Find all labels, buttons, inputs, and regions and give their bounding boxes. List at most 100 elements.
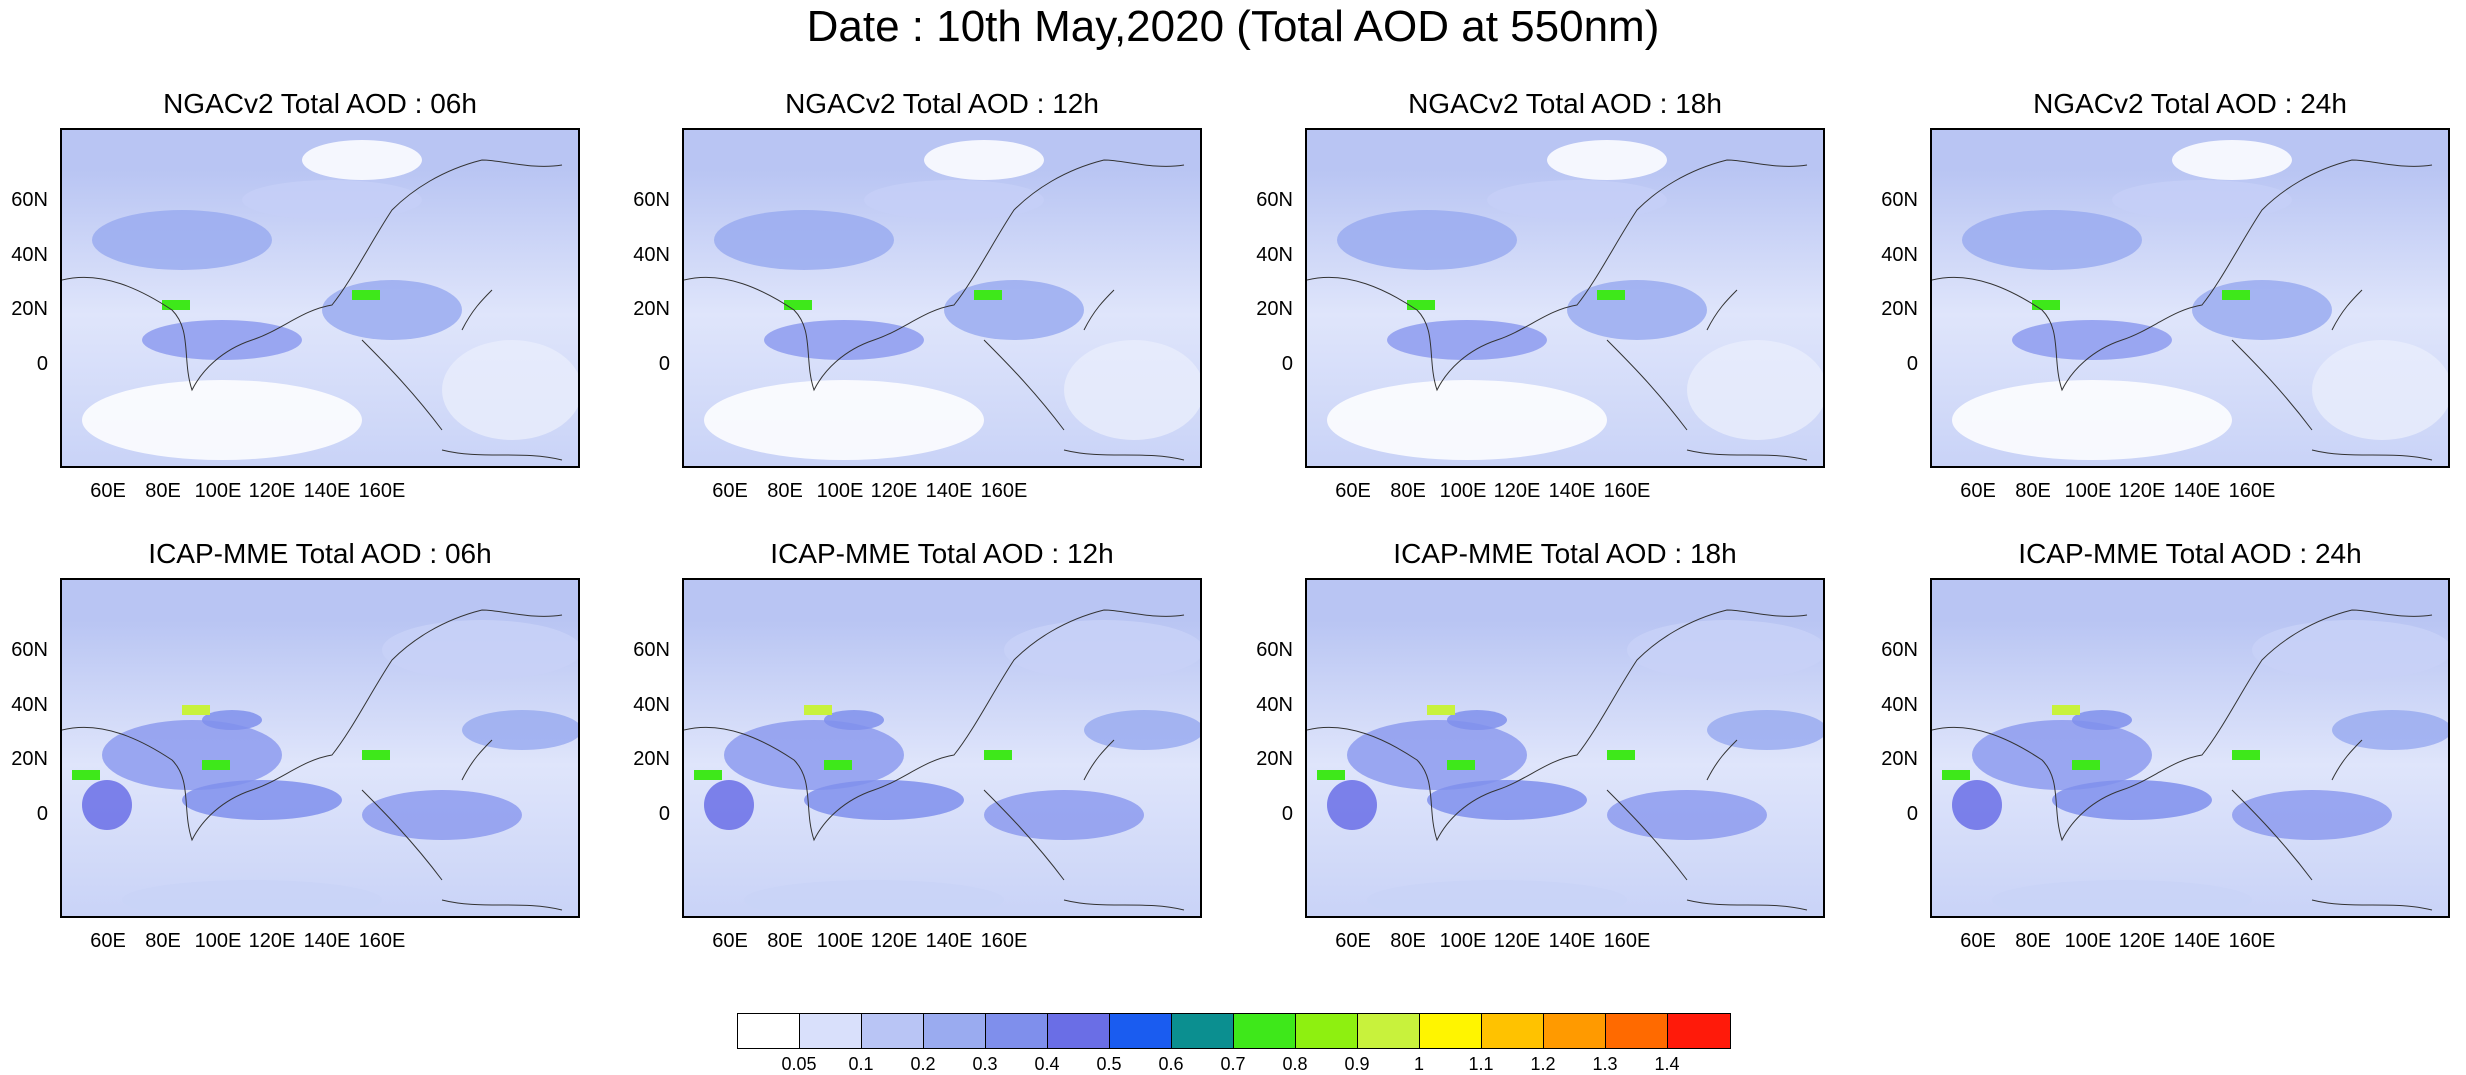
- lat-tick-label: 60N: [1881, 639, 1918, 661]
- aod-region: [442, 340, 578, 440]
- aod-region: [1004, 620, 1200, 680]
- colorbar-swatch: [1048, 1014, 1110, 1048]
- lat-tick-label: 40N: [11, 244, 48, 266]
- colorbar-label: 0.7: [1220, 1054, 1246, 1074]
- colorbar-swatch: [738, 1014, 800, 1048]
- lon-tick-label: 140E: [925, 930, 973, 952]
- coastline: [1932, 159, 2433, 461]
- aod-hotspot: [202, 760, 230, 770]
- lon-tick-label: 80E: [2015, 480, 2051, 502]
- lon-tick-label: 120E: [1493, 930, 1541, 952]
- colorbar-label: 0.5: [1096, 1054, 1122, 1074]
- colorbar-label: 0.05: [781, 1054, 817, 1074]
- lon-tick-label: 60E: [712, 930, 748, 952]
- map-panel: ICAP-MME Total AOD : 24h 60N 40N 20N 0 60E 80E…: [1870, 538, 2450, 1008]
- colorbar-label: 0.6: [1158, 1054, 1184, 1074]
- lon-tick-label: 140E: [2173, 930, 2221, 952]
- map-panel: NGACv2 Total AOD : 24h 60N 40N 20N 0 60E 80E 10…: [1870, 88, 2450, 558]
- aod-region: [1337, 210, 1517, 270]
- lon-tick-label: 60E: [90, 930, 126, 952]
- panel-title: NGACv2 Total AOD : 24h: [2033, 88, 2347, 119]
- colorbar-swatch: [1420, 1014, 1482, 1048]
- lat-tick-label: 60N: [11, 189, 48, 211]
- colorbar-swatch: [1544, 1014, 1606, 1048]
- map-panel: ICAP-MME Total AOD : 18h 60N 40N 20N 0 60E 80E…: [1245, 538, 1825, 1008]
- lon-tick-label: 120E: [248, 930, 296, 952]
- map-panel: NGACv2 Total AOD : 12h 60N 40N 20N 0 60E 80E 10…: [622, 88, 1202, 558]
- aod-region: [2072, 710, 2132, 730]
- colorbar-label: 1.4: [1654, 1054, 1680, 1074]
- aod-hotspot: [182, 705, 210, 715]
- lat-tick-label: 40N: [1256, 694, 1293, 716]
- main-title: Date : 10th May,2020 (Total AOD at 550nm…: [806, 2, 1660, 51]
- lat-tick-label: 40N: [1881, 694, 1918, 716]
- aod-region: [1347, 720, 1527, 790]
- lon-tick-label: 100E: [2064, 930, 2112, 952]
- lon-tick-label: 60E: [1960, 480, 1996, 502]
- lon-tick-label: 80E: [1390, 930, 1426, 952]
- colorbar-label: 0.3: [972, 1054, 998, 1074]
- colorbar-swatch: [924, 1014, 986, 1048]
- aod-region: [242, 180, 422, 220]
- colorbar-swatch: [1482, 1014, 1544, 1048]
- panel-title: NGACv2 Total AOD : 18h: [1408, 88, 1722, 119]
- lon-tick-label: 80E: [145, 930, 181, 952]
- lat-tick-label: 20N: [633, 748, 670, 770]
- aod-region: [1952, 780, 2002, 830]
- aod-region: [122, 880, 382, 916]
- colorbar-label: 0.4: [1034, 1054, 1060, 1074]
- coastline: [62, 159, 563, 461]
- map-field: [1932, 140, 2448, 461]
- colorbar-label: 0.8: [1282, 1054, 1308, 1074]
- lat-tick-label: 40N: [1881, 244, 1918, 266]
- aod-hotspot: [2072, 760, 2100, 770]
- aod-region: [2252, 620, 2448, 680]
- aod-hotspot: [1317, 770, 1345, 780]
- aod-region: [82, 380, 362, 460]
- aod-hotspot: [2232, 750, 2260, 760]
- aod-region: [924, 140, 1044, 180]
- aod-region: [382, 620, 578, 680]
- lon-tick-label: 140E: [1548, 930, 1596, 952]
- lat-tick-label: 40N: [1256, 244, 1293, 266]
- map-field: [1932, 609, 2448, 916]
- aod-region: [462, 710, 578, 750]
- colorbar-swatch: [986, 1014, 1048, 1048]
- colorbar-label: 1.2: [1530, 1054, 1556, 1074]
- aod-region: [2012, 320, 2172, 360]
- aod-map: [1305, 128, 1825, 468]
- colorbar-swatch: [1110, 1014, 1172, 1048]
- lon-tick-label: 60E: [1335, 480, 1371, 502]
- lat-tick-label: 40N: [633, 694, 670, 716]
- lon-tick-label: 140E: [925, 480, 973, 502]
- panel-title: ICAP-MME Total AOD : 06h: [148, 538, 492, 569]
- colorbar-swatch: [1234, 1014, 1296, 1048]
- lon-tick-label: 120E: [870, 480, 918, 502]
- aod-hotspot: [1407, 300, 1435, 310]
- aod-hotspot: [162, 300, 190, 310]
- map-panel: NGACv2 Total AOD : 06h 60N 40N 20N 0 60E 80E 10…: [0, 88, 580, 558]
- lon-tick-label: 100E: [194, 930, 242, 952]
- colorbar-label: 1: [1413, 1054, 1424, 1074]
- lat-tick-label: 0: [1281, 803, 1293, 825]
- map-panel: NGACv2 Total AOD : 18h 60N 40N 20N 0 60E 80E 10…: [1245, 88, 1825, 558]
- aod-map: [60, 128, 580, 468]
- lon-tick-label: 120E: [1493, 480, 1541, 502]
- aod-hotspot: [1447, 760, 1475, 770]
- aod-hotspot: [362, 750, 390, 760]
- aod-region: [1084, 710, 1200, 750]
- aod-region: [1427, 780, 1587, 820]
- aod-region: [1487, 180, 1667, 220]
- map-panel: ICAP-MME Total AOD : 06h 60N 40N 20N 0 60E 80E…: [0, 538, 580, 1008]
- aod-region: [704, 380, 984, 460]
- colorbar-swatch: [1668, 1014, 1730, 1048]
- lon-tick-label: 60E: [90, 480, 126, 502]
- lon-tick-label: 100E: [816, 480, 864, 502]
- lon-tick-label: 160E: [2228, 480, 2276, 502]
- colorbar-label: 1.1: [1468, 1054, 1494, 1074]
- aod-region: [1607, 790, 1767, 840]
- colorbar-swatch: [1296, 1014, 1358, 1048]
- aod-region: [804, 780, 964, 820]
- aod-region: [1547, 140, 1667, 180]
- lat-tick-label: 0: [658, 803, 670, 825]
